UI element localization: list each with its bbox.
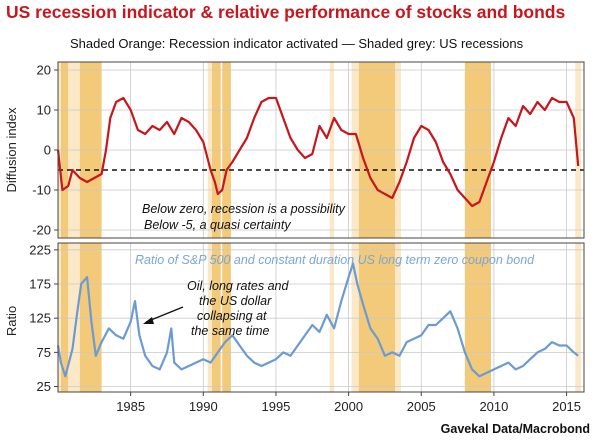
ratio-y-tick-label: 25 xyxy=(37,379,51,394)
ratio-orange-shade xyxy=(464,243,492,392)
diffusion-series-line xyxy=(56,96,580,208)
chart-title: US recession indicator & relative perfor… xyxy=(6,2,566,22)
ratio-light-shade xyxy=(329,243,335,392)
x-tick-label: 2000 xyxy=(334,399,363,414)
ratio-light-shade xyxy=(351,243,359,392)
diffusion-y-tick-label: -10 xyxy=(32,183,51,198)
ratio-orange-shade xyxy=(222,243,231,392)
ratio-light-shade xyxy=(207,243,213,392)
annotation-ratio-description: Ratio of S&P 500 and constant duration U… xyxy=(135,253,535,267)
ratio-y-tick-label: 75 xyxy=(37,345,51,360)
diffusion-panel-frame xyxy=(57,61,585,239)
ratio-light-shade xyxy=(395,243,401,392)
annotation-below-minus-five: Below -5, a quasi certainty xyxy=(144,218,291,232)
diffusion-y-tick-label: 0 xyxy=(44,143,51,158)
x-tick-label: 1985 xyxy=(116,399,145,414)
annotation-oil-line4: the same time xyxy=(191,324,270,338)
ratio-y-tick-label: 175 xyxy=(29,277,51,292)
annotation-below-zero: Below zero, recession is a possibility xyxy=(142,202,346,216)
ratio-orange-shade xyxy=(358,243,396,392)
ratio-light-shade xyxy=(575,243,582,392)
x-tick-label: 2005 xyxy=(407,399,436,414)
ratio-y-tick-label: 125 xyxy=(29,311,51,326)
axes-layer: -20 -10 0 10 20 25 75 125 175 225 1985 1990 1995 2000… xyxy=(29,61,585,414)
grid-layer xyxy=(58,62,584,392)
x-tick-label: 2015 xyxy=(552,399,581,414)
diffusion-y-tick-label: 20 xyxy=(37,63,51,78)
bottom-y-axis-label: Ratio xyxy=(4,306,19,336)
ratio-panel-frame xyxy=(57,242,585,393)
annotation-arrow-head xyxy=(143,317,154,324)
annotation-oil-line3: collapsing at xyxy=(197,309,267,323)
x-tick-label: 1990 xyxy=(189,399,218,414)
shading-layer xyxy=(58,62,582,392)
ratio-orange-shade xyxy=(212,243,221,392)
chart-subtitle: Shaded Orange: Recession indicator activ… xyxy=(70,36,524,51)
diffusion-y-tick-label: -20 xyxy=(32,223,51,238)
annotation-oil-line1: Oil, long rates and xyxy=(187,279,289,293)
x-tick-label: 1995 xyxy=(261,399,290,414)
ratio-light-shade xyxy=(68,243,80,392)
ratio-orange-shade xyxy=(60,243,69,392)
diffusion-y-tick-label: 10 xyxy=(37,103,51,118)
ratio-series-line xyxy=(56,262,579,378)
top-y-axis-label: Diffusion index xyxy=(4,107,19,193)
series-layer xyxy=(56,96,584,378)
ratio-light-shade xyxy=(58,243,61,392)
annotation-oil-line2: the US dollar xyxy=(199,294,272,308)
source-credit: Gavekal Data/Macrobond xyxy=(440,422,590,436)
x-tick-label: 2010 xyxy=(479,399,508,414)
ratio-y-tick-label: 225 xyxy=(29,242,51,257)
